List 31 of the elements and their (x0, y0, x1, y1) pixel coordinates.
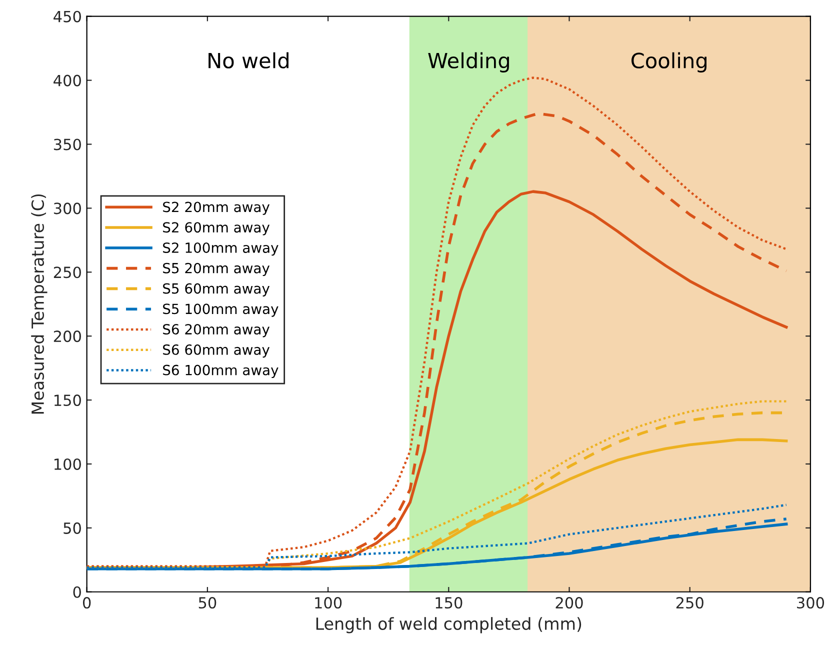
y-axis-title: Measured Temperature (C) (31, 194, 48, 414)
annotation: No weld (208, 52, 288, 68)
legend-label: S2 20mm away (163, 202, 270, 215)
legend-label: S6 20mm away (163, 324, 270, 338)
legend-label: S2 100mm away (163, 242, 278, 256)
y-tick-label: 400 (54, 74, 81, 86)
y-tick-label: 350 (54, 138, 81, 150)
y-tick-label: 100 (54, 458, 81, 470)
legend-label: S5 60mm away (163, 283, 270, 296)
legend-label: S5 100mm away (163, 304, 278, 317)
x-tick-label: 250 (676, 597, 704, 609)
x-tick-label: 150 (436, 597, 462, 609)
y-tick-label: 150 (54, 394, 81, 406)
x-tick-label: 0 (82, 597, 91, 609)
y-tick-label: 450 (54, 10, 81, 22)
legend-label: S2 60mm away (163, 222, 270, 236)
x-tick-label: 100 (315, 597, 342, 609)
legend-label: S5 20mm away (163, 262, 270, 276)
legend-label: S6 60mm away (163, 344, 270, 358)
y-tick-label: 0 (73, 586, 81, 598)
band-label: Cooling (632, 52, 706, 72)
y-tick-label: 200 (54, 330, 81, 342)
legend-label: S6 100mm away (163, 364, 278, 378)
x-axis-title: Length of weld completed (mm) (316, 617, 582, 634)
x-tick-label: 200 (556, 597, 583, 609)
y-tick-label: 250 (54, 266, 81, 278)
band-label: Welding (428, 52, 509, 72)
y-tick-label: 300 (54, 202, 81, 214)
x-tick-label: 50 (198, 597, 216, 609)
y-tick-label: 50 (64, 522, 81, 534)
x-tick-label: 300 (797, 597, 824, 609)
